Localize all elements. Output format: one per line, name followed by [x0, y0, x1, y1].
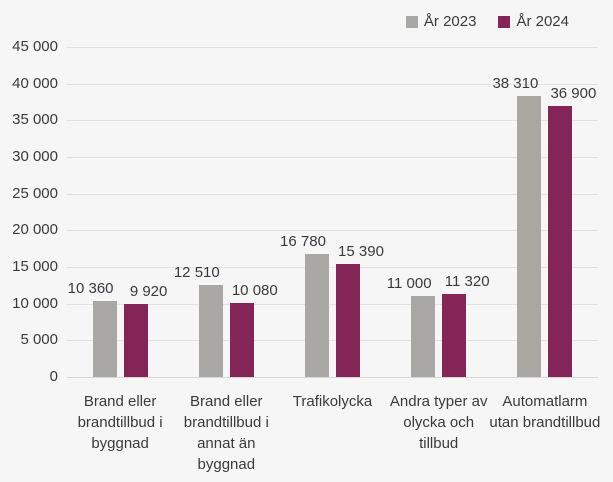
y-axis-tick-label: 45 000 [12, 38, 58, 55]
y-axis-tick-label: 5 000 [20, 331, 58, 349]
legend-swatch-2023-icon [405, 15, 418, 28]
legend-item-2024[interactable]: År 2024 [498, 13, 569, 30]
bar-år-2024 [336, 264, 360, 377]
bar-value-label: 38 310 [492, 75, 539, 93]
bar-år-2023 [92, 301, 117, 377]
x-axis-category-label: Automatlarm utan brandtillbud [489, 393, 601, 431]
gridline [67, 120, 598, 122]
y-axis-tick-label: 0 [49, 368, 58, 385]
bar-år-2024 [442, 293, 467, 377]
chart-legend: År 2023 År 2024 [405, 13, 569, 30]
gridline [67, 303, 598, 305]
bar-value-label: 36 900 [550, 85, 597, 103]
bar-value-label: 11 000 [386, 275, 432, 293]
legend-label-2024: År 2024 [516, 13, 569, 30]
bar-value-label: 10 080 [231, 282, 278, 300]
x-axis-category-label: Trafikolycka [292, 393, 373, 410]
bar-value-label: 15 390 [338, 243, 384, 261]
x-axis-category-label: Brand eller brandtillbud i annat än bygg… [183, 393, 269, 473]
bar-år-2024 [548, 106, 573, 377]
y-axis-tick-label: 20 000 [12, 221, 58, 239]
legend-item-2023[interactable]: År 2023 [405, 13, 477, 30]
bar-value-label: 12 510 [173, 264, 220, 282]
gridline [67, 83, 598, 85]
bar-år-2023 [517, 96, 542, 377]
bar-år-2023 [305, 253, 329, 377]
bar-value-label: 9 920 [129, 283, 168, 301]
bar-value-label: 10 360 [67, 280, 114, 298]
y-axis-tick-label: 10 000 [12, 294, 58, 312]
y-axis-tick-label: 35 000 [12, 111, 58, 129]
gridline [67, 267, 598, 268]
x-axis-category-label: Andra typer av olycka och tillbud [389, 393, 488, 452]
bar-value-label: 11 320 [444, 272, 490, 290]
y-axis-tick-label: 30 000 [12, 148, 58, 165]
y-axis-tick-label: 40 000 [12, 74, 58, 92]
bar-value-label: 16 780 [280, 232, 326, 250]
bar-år-2024 [123, 304, 148, 377]
y-axis-tick-label: 25 000 [12, 184, 58, 202]
bar-år-2023 [198, 285, 223, 377]
bar-år-2024 [229, 303, 254, 377]
bar-år-2023 [411, 296, 436, 377]
gridline [67, 193, 598, 195]
gridline [67, 340, 598, 342]
gridline [67, 157, 598, 158]
legend-swatch-2024-icon [498, 15, 511, 28]
x-axis-category-label: Brand eller brandtillbud i byggnad [77, 393, 163, 452]
gridline [67, 230, 598, 232]
x-axis-baseline [67, 377, 598, 378]
gridline [67, 47, 598, 48]
y-axis-tick-label: 15 000 [12, 258, 58, 275]
legend-label-2023: År 2023 [423, 13, 477, 30]
